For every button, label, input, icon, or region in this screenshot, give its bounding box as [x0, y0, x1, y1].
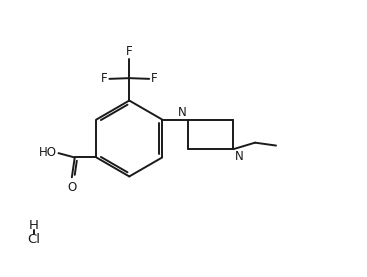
Text: N: N [235, 150, 244, 163]
Text: O: O [67, 181, 76, 194]
Text: H: H [29, 219, 39, 232]
Text: N: N [178, 106, 187, 119]
Text: F: F [126, 45, 132, 58]
Text: HO: HO [39, 146, 57, 159]
Text: F: F [101, 72, 108, 85]
Text: Cl: Cl [27, 233, 40, 246]
Text: F: F [151, 72, 157, 85]
